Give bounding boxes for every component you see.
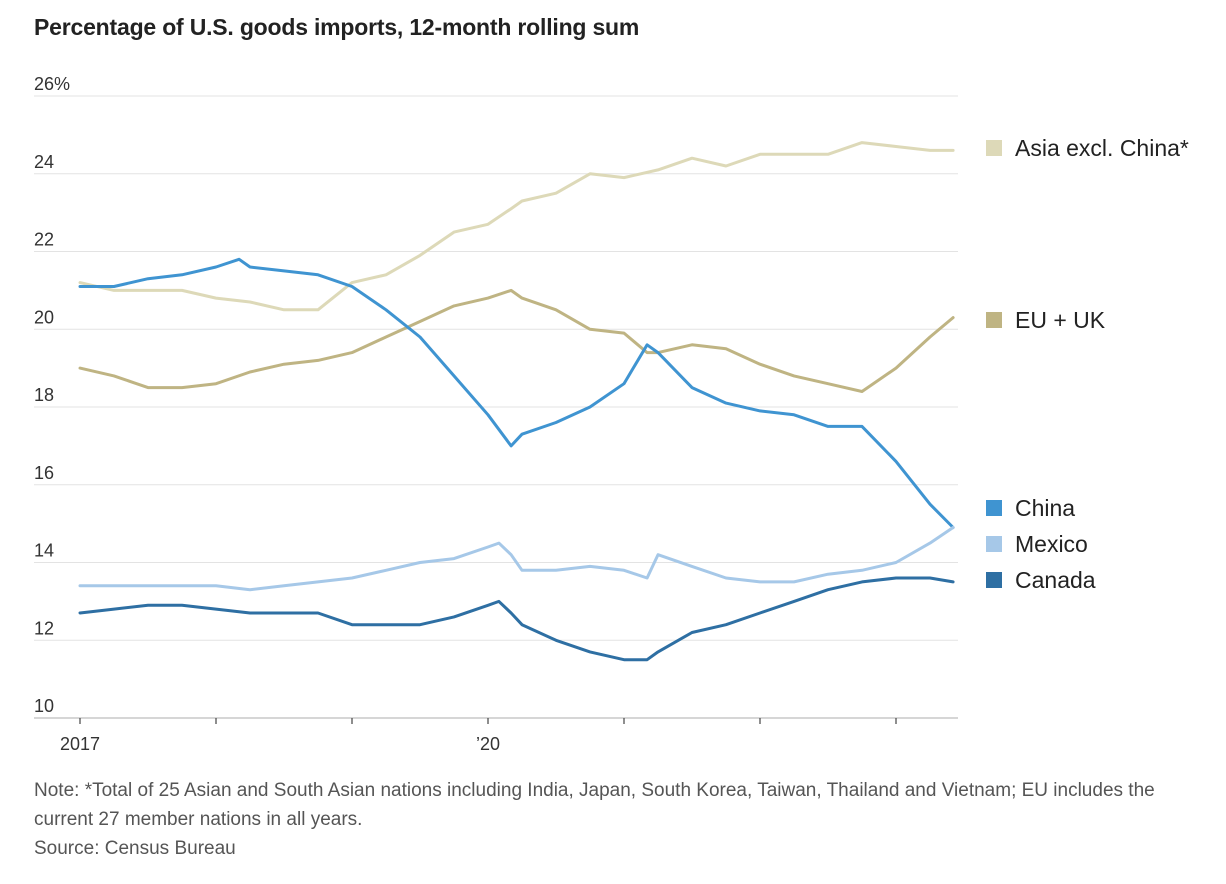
chart-notes: Note: *Total of 25 Asian and South Asian… (34, 776, 1194, 863)
legend-label: EU + UK (1015, 307, 1106, 333)
legend-label: China (1015, 495, 1075, 521)
source-text: Source: Census Bureau (34, 838, 236, 859)
y-tick-label: 14 (34, 541, 54, 561)
legend-swatch (986, 312, 1002, 328)
series-line-canada (78, 576, 955, 662)
grid-lines (34, 95, 958, 719)
series-line-eu-uk (78, 288, 955, 393)
y-tick-label: 22 (34, 230, 54, 250)
legend-swatch (986, 572, 1002, 588)
legend-label: Asia excl. China* (1015, 135, 1189, 161)
y-axis-ticks: 26% 24 22 20 18 16 14 12 10 (34, 74, 70, 716)
chart-title: Percentage of U.S. goods imports, 12-mon… (34, 14, 640, 40)
y-tick-label: 10 (34, 696, 54, 716)
y-tick-label: 16 (34, 463, 54, 483)
x-tick-label: ’20 (476, 734, 500, 754)
y-tick-label: 20 (34, 307, 54, 327)
y-tick-label: 12 (34, 618, 54, 638)
y-tick-label: 24 (34, 152, 54, 172)
legend-swatch (986, 536, 1002, 552)
legend: Asia excl. China* EU + UK China Mexico Canad… (986, 135, 1189, 593)
legend-swatch (986, 500, 1002, 516)
legend-label: Mexico (1015, 531, 1088, 557)
x-axis: 2017 ’20 (60, 718, 897, 754)
legend-label: Canada (1015, 567, 1096, 593)
note-text: Note: *Total of 25 Asian and South Asian… (34, 780, 1155, 830)
series-lines (78, 141, 955, 662)
y-tick-label: 18 (34, 385, 54, 405)
y-tick-label: 26% (34, 74, 70, 94)
legend-swatch (986, 140, 1002, 156)
x-tick-label: 2017 (60, 734, 100, 754)
series-line-china (78, 257, 955, 529)
series-line-asia-excl-china (78, 141, 955, 312)
series-line-mexico (78, 526, 955, 592)
